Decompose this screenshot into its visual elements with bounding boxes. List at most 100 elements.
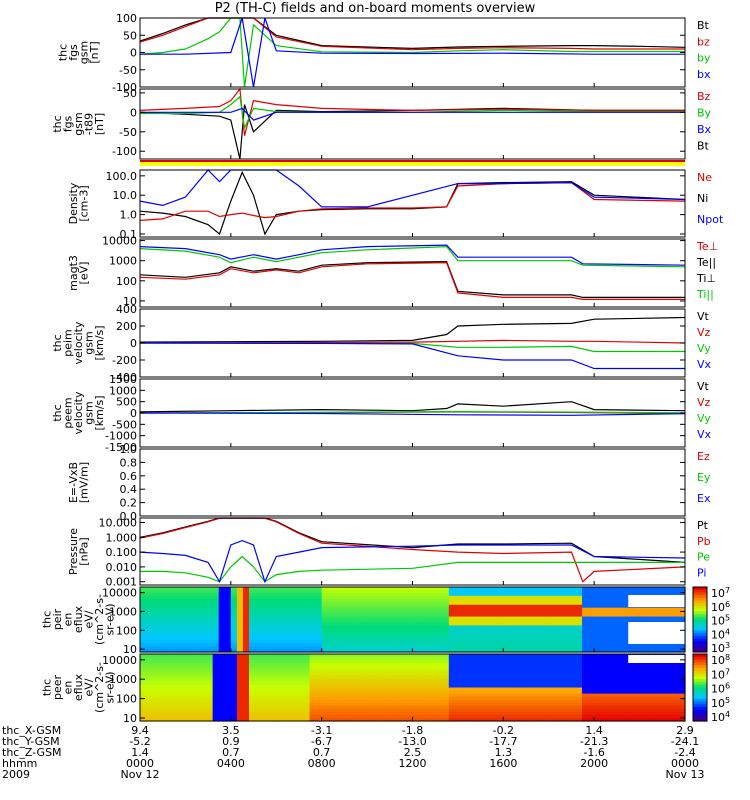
heatmap-cell xyxy=(473,646,480,650)
heatmap-cell xyxy=(164,678,171,683)
heatmap-cell xyxy=(503,693,510,698)
heatmap-cell xyxy=(236,714,244,719)
heatmap-cell xyxy=(206,646,214,650)
heatmap-cell xyxy=(345,699,353,704)
heatmap-cell xyxy=(164,589,171,594)
heatmap-cell xyxy=(249,681,256,686)
heatmap-cell xyxy=(557,616,565,621)
heatmap-cell xyxy=(376,699,383,704)
colorbar-step xyxy=(693,667,707,672)
heatmap-cell xyxy=(497,592,504,597)
heatmap-cell xyxy=(327,634,335,638)
heatmap-cell xyxy=(291,702,299,707)
heatmap-cell xyxy=(569,613,577,618)
heatmap-cell xyxy=(557,654,565,658)
heatmap-cell xyxy=(394,693,401,698)
heatmap-cell xyxy=(442,666,450,670)
heatmap-cell xyxy=(152,607,159,612)
heatmap-cell xyxy=(454,705,462,710)
heatmap-cell xyxy=(624,598,632,603)
heatmap-cell xyxy=(382,669,389,673)
heatmap-cell xyxy=(406,693,414,698)
heatmap-cell xyxy=(188,643,196,647)
heatmap-cell xyxy=(303,616,311,621)
heatmap-cell xyxy=(194,681,202,686)
heatmap-cell xyxy=(436,598,444,603)
heatmap-cell xyxy=(612,693,619,698)
heatmap-cell xyxy=(503,657,510,661)
heatmap-cell xyxy=(448,663,456,667)
heatmap-cell xyxy=(176,625,183,629)
heatmap-cell xyxy=(236,702,244,707)
heatmap-cell xyxy=(424,654,432,658)
heatmap-cell xyxy=(333,681,341,686)
heatmap-cell xyxy=(576,646,583,650)
heatmap-cell xyxy=(539,684,547,689)
heatmap-cell xyxy=(194,657,202,661)
heatmap-cell xyxy=(194,693,202,698)
heatmap-cell xyxy=(230,628,238,632)
heatmap-cell xyxy=(406,675,414,679)
heatmap-cell xyxy=(545,640,553,644)
colorbar-step xyxy=(693,611,707,615)
heatmap-cell xyxy=(648,714,656,719)
heatmap-cell xyxy=(333,589,341,594)
heatmap-cell xyxy=(303,717,311,722)
y-axis-label-line: [mV/m] xyxy=(77,462,90,503)
heatmap-cell xyxy=(400,649,408,653)
legend-entry: Ti⊥ xyxy=(696,272,716,285)
heatmap-cell xyxy=(303,601,311,606)
heatmap-cell xyxy=(491,663,498,667)
heatmap-cell xyxy=(654,613,662,618)
heatmap-cell xyxy=(678,666,686,670)
heatmap-cell xyxy=(606,708,613,713)
heatmap-cell xyxy=(146,693,153,698)
heatmap-cell xyxy=(242,598,250,603)
heatmap-cell xyxy=(212,708,220,713)
heatmap-cell xyxy=(412,657,420,661)
heatmap-cell xyxy=(230,587,238,591)
heatmap-cell xyxy=(600,687,607,692)
heatmap-cell xyxy=(479,646,486,650)
heatmap-cell xyxy=(170,643,177,647)
heatmap-cell xyxy=(582,696,589,701)
heatmap-cell xyxy=(212,595,220,600)
y-axis-label: magt3[eV] xyxy=(67,255,91,291)
heatmap-cell xyxy=(594,690,601,695)
heatmap-cell xyxy=(321,601,329,606)
heatmap-cell xyxy=(333,637,341,641)
heatmap-cell xyxy=(527,714,535,719)
heatmap-cell xyxy=(672,643,680,647)
heatmap-cell xyxy=(460,616,468,621)
heatmap-cell xyxy=(345,631,353,635)
heatmap-cell xyxy=(140,669,147,673)
heatmap-cell xyxy=(412,699,420,704)
heatmap-cell xyxy=(491,693,498,698)
heatmap-cell xyxy=(509,699,517,704)
y-tick-label: 1000 xyxy=(109,605,137,618)
heatmap-cell xyxy=(194,669,202,673)
heatmap-cell xyxy=(188,711,196,716)
heatmap-cell xyxy=(545,678,553,683)
heatmap-cell xyxy=(267,687,274,692)
heatmap-cell xyxy=(557,613,565,618)
heatmap-cell xyxy=(533,610,541,615)
heatmap-cell xyxy=(533,690,541,695)
heatmap-cell xyxy=(394,705,401,710)
heatmap-cell xyxy=(351,640,359,644)
heatmap-cell xyxy=(321,699,329,704)
heatmap-cell xyxy=(212,628,220,632)
heatmap-cell xyxy=(351,634,359,638)
heatmap-cell xyxy=(454,610,462,615)
heatmap-cell xyxy=(442,643,450,647)
heatmap-cell xyxy=(194,631,202,635)
heatmap-cell xyxy=(236,622,244,626)
x-tick-label: -6.7 xyxy=(311,735,332,748)
heatmap-cell xyxy=(569,672,577,676)
heatmap-cell xyxy=(600,702,607,707)
heatmap-cell xyxy=(388,631,395,635)
heatmap-cell xyxy=(242,699,250,704)
heatmap-cell xyxy=(242,613,250,618)
heatmap-cell xyxy=(255,663,262,667)
heatmap-cell xyxy=(491,711,498,716)
